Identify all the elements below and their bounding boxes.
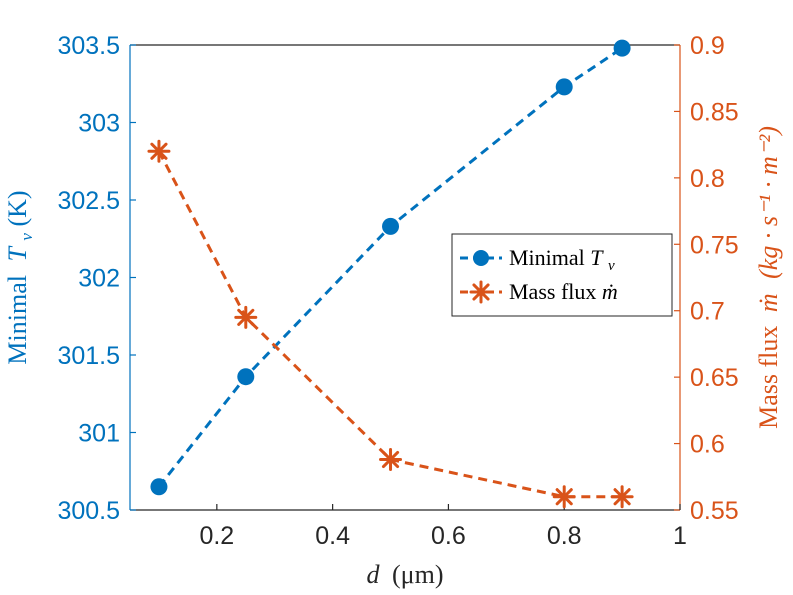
right-y-tick-label: 0.8 xyxy=(690,165,725,193)
right-y-tick-label: 0.85 xyxy=(690,98,739,126)
data-point-minimal-tv xyxy=(237,368,255,386)
left-y-tick-label: 301.5 xyxy=(57,342,120,370)
legend-label-subscript: v xyxy=(608,258,615,274)
legend-marker-asterisk xyxy=(469,280,493,304)
left-y-tick-label: 303 xyxy=(78,110,120,138)
data-point-minimal-tv xyxy=(150,478,168,496)
legend-label-minimal-tv: Minimal T v xyxy=(509,245,615,274)
right-y-tick-label: 0.55 xyxy=(690,497,739,525)
left-y-tick-label: 301 xyxy=(78,420,120,448)
x-tick-label: 0.2 xyxy=(199,522,234,550)
left-y-axis-label-subscript: v xyxy=(17,233,36,241)
right-y-tick-label: 0.65 xyxy=(690,364,739,392)
series-layer xyxy=(147,39,634,509)
data-point-mass-flux xyxy=(234,305,258,329)
right-y-axis-label-unit: (kg · s⁻¹ · m⁻²) xyxy=(754,126,783,279)
left-y-tick-label: 303.5 xyxy=(57,32,120,60)
legend: Minimal T v Mass flux ṁ xyxy=(451,233,673,317)
left-y-tick-label: 300.5 xyxy=(57,497,120,525)
right-y-tick-label: 0.75 xyxy=(690,231,739,259)
left-y-axis-label-text: Minimal xyxy=(3,275,32,365)
data-point-mass-flux xyxy=(147,139,171,163)
right-y-tick-label: 0.9 xyxy=(690,32,725,60)
legend-label-mass-flux: Mass flux ṁ xyxy=(509,279,618,304)
left-y-tick-label: 302.5 xyxy=(57,187,120,215)
data-point-mass-flux xyxy=(610,485,634,509)
right-y-axis-ticks: 0.55 0.6 0.65 0.7 0.75 0.8 0.85 0.9 xyxy=(674,32,739,525)
series-line-mass-flux xyxy=(157,150,623,499)
data-point-minimal-tv xyxy=(382,217,400,235)
legend-box xyxy=(451,233,673,317)
data-point-mass-flux xyxy=(379,448,403,472)
legend-label-variable: T xyxy=(590,245,604,270)
legend-entry-minimal-tv: Minimal T v xyxy=(460,245,615,274)
legend-asterisk-mark xyxy=(469,280,493,304)
x-tick-label: 0.8 xyxy=(547,522,582,550)
left-y-axis-ticks: 300.5 301 301.5 302 302.5 303 303.5 xyxy=(57,32,136,525)
right-y-tick-label: 0.6 xyxy=(690,431,725,459)
right-y-axis-label-variable: ṁ xyxy=(754,293,783,312)
data-point-mass-flux xyxy=(552,485,576,509)
x-tick-label: 1 xyxy=(673,522,687,550)
x-axis-ticks: 0.2 0.4 0.6 0.8 1 xyxy=(199,504,687,550)
x-tick-label: 0.6 xyxy=(431,522,466,550)
right-y-tick-label: 0.7 xyxy=(690,298,725,326)
x-axis-label: d (μm) xyxy=(367,560,444,589)
x-tick-label: 0.4 xyxy=(315,522,350,550)
left-y-axis-label: Minimal T v (K) xyxy=(3,190,38,364)
legend-label-text: Minimal xyxy=(509,245,590,270)
data-point-minimal-tv xyxy=(555,78,573,96)
x-axis-label-variable: d xyxy=(367,560,381,589)
legend-label-variable: ṁ xyxy=(602,279,618,304)
legend-entry-mass-flux: Mass flux ṁ xyxy=(460,279,618,304)
legend-marker-circle xyxy=(473,250,489,266)
left-y-axis-label-variable: T xyxy=(3,246,32,262)
left-y-tick-label: 302 xyxy=(78,265,120,293)
right-y-axis-label: Mass flux ṁ (kg · s⁻¹ · m⁻²) xyxy=(754,126,783,429)
data-point-minimal-tv xyxy=(613,39,631,57)
x-axis-label-unit: (μm) xyxy=(392,560,443,589)
right-y-axis-label-text: Mass flux xyxy=(754,326,783,429)
left-y-axis-label-unit: (K) xyxy=(3,190,32,226)
legend-label-text: Mass flux xyxy=(509,279,602,304)
